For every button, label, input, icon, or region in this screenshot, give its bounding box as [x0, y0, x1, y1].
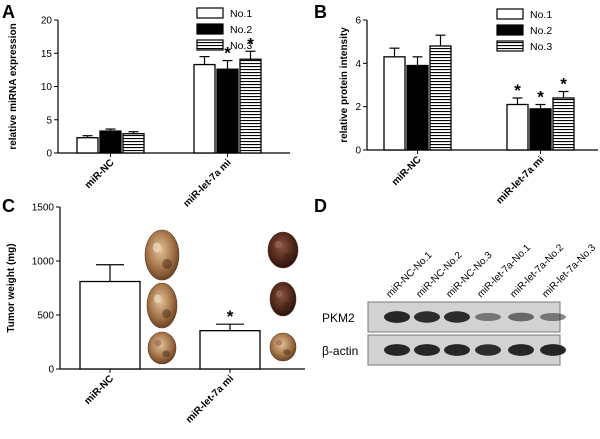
legend-swatch: [196, 39, 224, 51]
tumor-photo: [147, 331, 177, 365]
blot-band: [384, 344, 410, 356]
y-tick-label: 15: [41, 49, 53, 60]
blot-band: [444, 344, 470, 356]
y-tick-label: 500: [37, 311, 54, 322]
tumor-photo: [144, 229, 180, 281]
bar: [529, 108, 552, 151]
significance-star: *: [224, 44, 231, 63]
significance-star: *: [537, 88, 544, 107]
blot-band: [508, 344, 534, 356]
y-tick-label: 4: [355, 59, 361, 70]
y-tick-label: 0: [48, 365, 54, 376]
y-tick-label: 2: [355, 102, 361, 113]
panel-d: DmiR-NC-No.1miR-NC-No.2miR-NC-No.3miR-le…: [314, 196, 598, 366]
tumor-shadow: [162, 309, 171, 319]
bar: [76, 137, 99, 154]
blot-band: [414, 344, 440, 356]
blot-band: [384, 311, 410, 323]
legend-swatch: [196, 7, 224, 19]
bar: [216, 68, 239, 154]
y-tick-label: 10: [41, 82, 53, 93]
significance-star: *: [227, 307, 234, 326]
legend-label: No.3: [530, 41, 552, 53]
bar: [406, 64, 429, 151]
blot-band: [414, 311, 440, 323]
tumor-shadow: [283, 301, 291, 309]
legend-label: No.3: [230, 40, 252, 52]
significance-star: *: [514, 81, 521, 100]
blot-row-label: β-actin: [322, 344, 358, 358]
tumor-photo: [146, 282, 178, 329]
x-category-label: miR-let-7a mi: [184, 373, 236, 425]
bar: [429, 45, 452, 151]
y-tick-label: 1500: [32, 203, 55, 214]
panel-c: C 0 500 1000 1500 Tumor weight (mg) miR-NC * miR…: [2, 196, 305, 426]
legend-label: No.2: [530, 25, 552, 37]
panel-letter: B: [314, 2, 327, 22]
tumor-highlight: [274, 241, 283, 249]
tumor-shadow: [283, 349, 291, 355]
legend-label: No.1: [530, 9, 552, 21]
panel-a: A 0 5 10 15 20 relative miRNA expression miR-NC…: [2, 2, 290, 210]
y-tick-label: 0: [355, 146, 361, 157]
bar: [552, 97, 575, 151]
bar: [193, 63, 216, 154]
bar: [79, 280, 141, 370]
panel-letter: A: [2, 2, 15, 22]
y-axis-title: relative miRNA expression: [8, 23, 19, 149]
tumor-photo: [269, 332, 297, 362]
y-tick-label: 20: [41, 16, 53, 27]
blot-band: [540, 344, 566, 356]
y-tick-label: 1000: [32, 257, 55, 268]
blot-band: [475, 312, 501, 322]
blot-band: [444, 311, 470, 323]
tumor-highlight: [152, 242, 161, 253]
legend-label: No.1: [230, 8, 252, 20]
tumor-shadow: [162, 350, 171, 357]
tumor-highlight: [275, 290, 283, 298]
panel-b: B 0 2 4 6 relative protein intensity miR-NC miR…: [314, 2, 598, 207]
tumor-highlight: [275, 340, 283, 346]
bar: [383, 56, 406, 151]
x-category-label: miR-NC: [390, 154, 424, 188]
legend-swatch: [196, 23, 224, 35]
panel-letter: D: [314, 196, 327, 216]
y-tick-label: 5: [46, 115, 52, 126]
tumor-photo: [267, 231, 299, 269]
y-axis-title: Tumor weight (mg): [6, 243, 17, 332]
y-tick-label: 6: [355, 16, 361, 27]
x-category-label: miR-let-7a mi: [181, 157, 233, 209]
bar: [199, 330, 261, 370]
significance-star: *: [560, 75, 567, 94]
tumor-shadow: [162, 259, 172, 269]
blot-band: [508, 312, 534, 322]
tumor-highlight: [153, 294, 162, 304]
blot-row-label: PKM2: [322, 311, 355, 325]
tumor-highlight: [154, 340, 162, 347]
legend-swatch: [496, 24, 524, 36]
tumor-photo: [269, 281, 297, 317]
bar: [506, 103, 529, 151]
bar: [99, 130, 122, 154]
legend-label: No.2: [230, 24, 252, 36]
legend-swatch: [496, 40, 524, 52]
blot-band: [475, 344, 501, 356]
x-category-label: miR-NC: [83, 157, 117, 191]
y-axis-title: relative protein intensity: [339, 27, 350, 143]
y-tick-label: 0: [46, 149, 52, 160]
legend-swatch: [496, 8, 524, 20]
x-category-label: miR-NC: [82, 373, 116, 407]
tumor-shadow: [283, 252, 292, 261]
significance-star: *: [247, 34, 254, 53]
blot-band: [540, 312, 566, 322]
bar: [239, 58, 262, 154]
x-category-label: miR-let-7a mi: [494, 154, 546, 206]
bar: [122, 133, 145, 154]
panel-letter: C: [2, 196, 15, 216]
